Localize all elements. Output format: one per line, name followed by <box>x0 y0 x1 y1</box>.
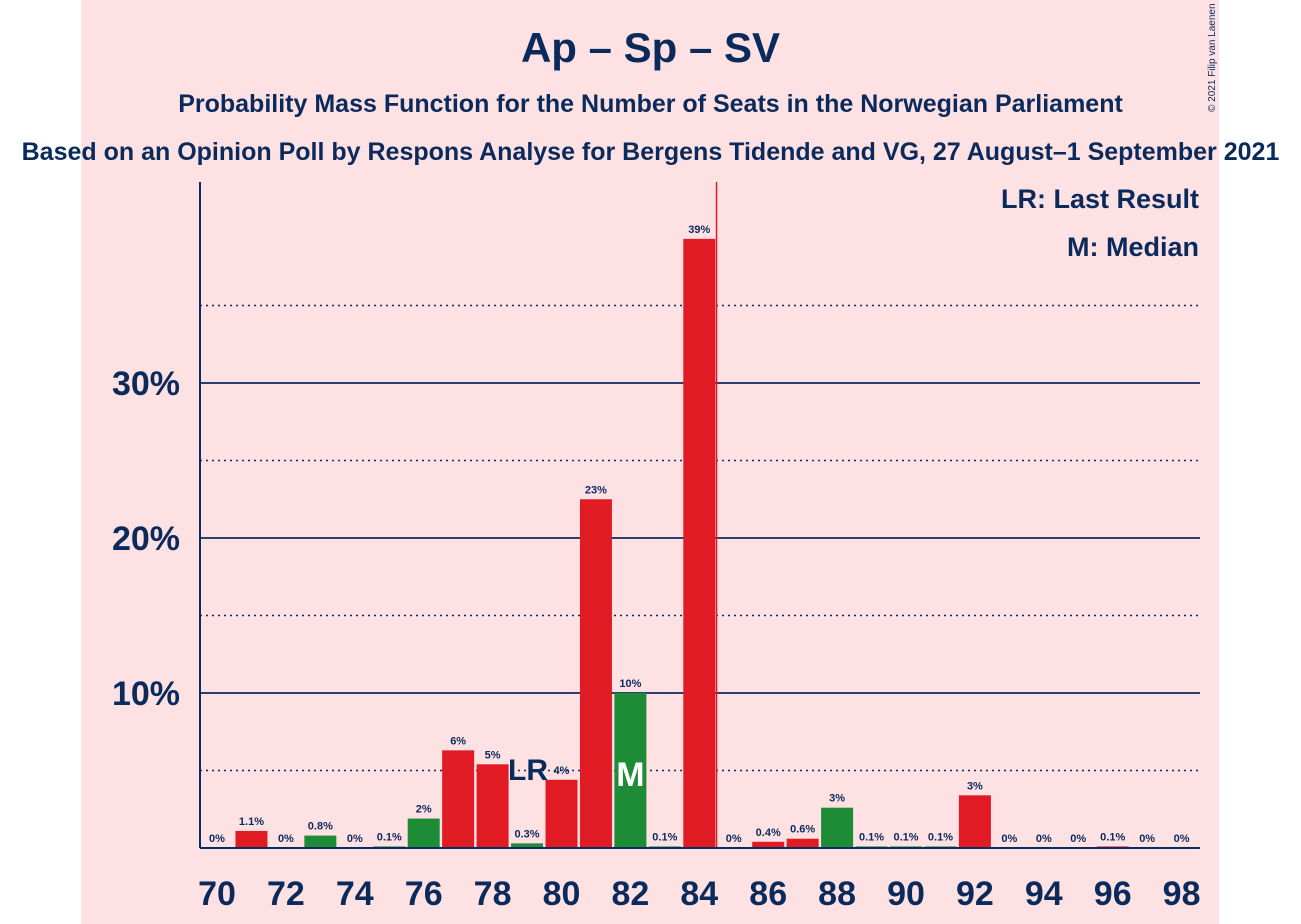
bar <box>786 838 819 848</box>
median-marker: M <box>616 756 644 794</box>
chart-subtitle: Probability Mass Function for the Number… <box>178 90 1123 118</box>
x-tick-label: 78 <box>474 875 512 913</box>
chart-source: Based on an Opinion Poll by Respons Anal… <box>21 138 1280 166</box>
bar <box>304 835 337 848</box>
x-tick-label: 90 <box>887 875 925 913</box>
x-tick-label: 92 <box>956 875 994 913</box>
bar <box>407 818 440 848</box>
x-tick-label: 76 <box>405 875 443 913</box>
x-tick-label: 98 <box>1163 875 1201 913</box>
bar-value-label: 10% <box>619 678 641 690</box>
bar-value-label: 0.8% <box>308 821 333 833</box>
bar-value-label: 0.1% <box>652 831 677 843</box>
bar-value-label: 3% <box>829 793 845 805</box>
bar-value-label: 0% <box>347 833 363 845</box>
x-tick-label: 94 <box>1025 875 1063 913</box>
bar-value-label: 0% <box>1139 833 1155 845</box>
bar <box>752 841 785 848</box>
chart-title: Ap – Sp – SV <box>520 24 781 71</box>
legend-last-result: LR: Last Result <box>1000 184 1199 214</box>
bar-value-label: 1.1% <box>239 816 264 828</box>
x-tick-label: 72 <box>267 875 305 913</box>
bar <box>683 238 716 849</box>
legend-median: M: Median <box>1067 232 1199 262</box>
bar-value-label: 23% <box>585 484 607 496</box>
bar-value-label: 0.1% <box>928 831 953 843</box>
bar <box>511 843 544 848</box>
bar-value-label: 0.1% <box>1100 831 1125 843</box>
y-tick-label: 20% <box>112 520 180 558</box>
bar-value-label: 6% <box>450 735 466 747</box>
last-result-marker: LR <box>508 754 548 787</box>
bar <box>476 764 509 848</box>
x-tick-label: 82 <box>611 875 649 913</box>
bar-value-label: 0% <box>209 833 225 845</box>
x-tick-label: 88 <box>818 875 856 913</box>
bar-value-label: 0% <box>1174 833 1190 845</box>
x-tick-label: 70 <box>198 875 236 913</box>
bar <box>579 499 612 848</box>
x-tick-label: 84 <box>680 875 718 913</box>
bar-value-label: 0% <box>1001 833 1017 845</box>
bar <box>614 693 647 848</box>
bar-value-label: 0.1% <box>377 831 402 843</box>
bar-value-label: 39% <box>688 224 710 236</box>
bar-value-label: 0.1% <box>893 831 918 843</box>
bar <box>958 795 991 848</box>
bar-value-label: 0.6% <box>790 824 815 836</box>
bar <box>442 750 475 848</box>
bar-value-label: 4% <box>554 765 570 777</box>
x-tick-label: 74 <box>336 875 374 913</box>
x-tick-label: 80 <box>543 875 581 913</box>
x-tick-label: 86 <box>749 875 787 913</box>
bar-value-label: 0% <box>726 833 742 845</box>
bar-value-label: 3% <box>967 780 983 792</box>
bar-value-label: 5% <box>485 749 501 761</box>
x-tick-label: 96 <box>1094 875 1132 913</box>
bar <box>821 807 854 848</box>
bar-value-label: 0.1% <box>859 831 884 843</box>
y-tick-label: 30% <box>112 365 180 403</box>
bar <box>235 830 268 848</box>
bar-value-label: 2% <box>416 804 432 816</box>
bar <box>545 779 578 848</box>
bar-value-label: 0% <box>1036 833 1052 845</box>
y-tick-label: 10% <box>112 675 180 713</box>
bar-value-label: 0% <box>1070 833 1086 845</box>
bar-value-label: 0.3% <box>515 828 540 840</box>
bar-value-label: 0% <box>278 833 294 845</box>
bar-value-label: 0.4% <box>756 827 781 839</box>
